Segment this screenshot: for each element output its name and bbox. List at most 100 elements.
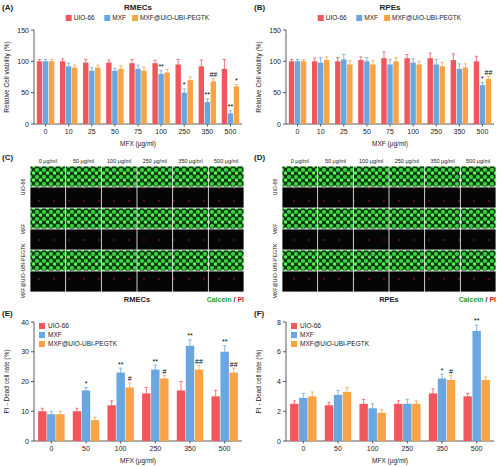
bar <box>152 63 157 124</box>
annotation: * <box>85 380 88 387</box>
legend-label: UIO-66 <box>300 322 321 329</box>
x-label: MFX (μg/ml) <box>372 457 408 465</box>
error-bar <box>142 67 145 75</box>
calcein-image <box>389 166 424 186</box>
panel-label: (D) <box>254 153 265 162</box>
bar <box>158 74 163 124</box>
error-cap <box>412 58 415 59</box>
error-bar <box>412 59 415 67</box>
legend-swatch <box>318 15 324 21</box>
annotation: * <box>235 77 238 84</box>
y-tick <box>283 322 286 323</box>
marks <box>38 340 238 441</box>
error-line <box>215 390 216 402</box>
error-cap <box>113 68 116 69</box>
error-line <box>144 67 145 75</box>
pi-image <box>425 187 460 207</box>
calcein-image <box>425 208 460 228</box>
error-bar <box>229 111 232 116</box>
legend-label: UIO-66 <box>74 14 95 21</box>
error-cap <box>73 65 76 66</box>
error-cap <box>388 59 391 60</box>
calcein-image <box>209 208 244 228</box>
bar <box>91 420 99 441</box>
annotation: ** <box>153 358 159 365</box>
pi-image <box>318 229 353 249</box>
bar <box>341 59 346 124</box>
error-cap <box>394 57 397 58</box>
error-bar <box>313 58 316 64</box>
x-tick <box>51 441 52 444</box>
error-line <box>224 346 225 358</box>
x-label: MFX (μg/ml) <box>120 457 156 465</box>
error-bar <box>302 59 305 63</box>
legend-swatch <box>291 332 297 338</box>
bar <box>199 66 204 124</box>
column-label: 350 μg/ml <box>430 158 454 164</box>
bar <box>176 64 181 124</box>
cell-type: RMECs <box>124 295 150 304</box>
error-cap <box>458 63 461 64</box>
calcein-image <box>461 166 496 186</box>
calcein-image <box>30 166 65 186</box>
pi-image <box>461 271 496 291</box>
x-label: MXF (μg/ml) <box>372 140 408 148</box>
error-line <box>230 111 231 116</box>
bar <box>73 411 81 441</box>
error-line <box>320 58 321 68</box>
bar <box>47 414 55 441</box>
error-bar <box>41 408 44 414</box>
column-label: 50 μg/ml <box>73 158 94 164</box>
error-bar <box>50 411 53 417</box>
error-line <box>184 89 185 97</box>
error-line <box>360 57 361 63</box>
pi-image <box>354 187 389 207</box>
error-cap <box>371 403 374 404</box>
legend-label: MXF <box>48 331 62 338</box>
error-bar <box>61 59 64 64</box>
error-bar <box>290 59 293 63</box>
error-bar <box>107 60 110 65</box>
column-label: 250 μg/ml <box>143 158 167 164</box>
annotation: ## <box>195 358 203 365</box>
error-line <box>347 387 348 396</box>
error-line <box>482 83 483 88</box>
error-line <box>476 56 477 66</box>
error-line <box>343 54 344 64</box>
row-label: UIO-66 <box>272 179 278 196</box>
annotation: ** <box>222 338 228 345</box>
error-line <box>476 325 477 337</box>
marks <box>37 59 239 124</box>
legend: UIO-66MXFMXF@UIO-UBI-PEGTK <box>291 322 370 347</box>
bar <box>440 66 445 124</box>
legend-swatch <box>356 15 362 21</box>
bar <box>393 61 398 124</box>
error-line <box>407 54 408 62</box>
pi-image <box>102 187 137 207</box>
annotation: * <box>481 75 484 82</box>
error-cap <box>50 411 53 412</box>
column-label: 100 μg/ml <box>107 158 131 164</box>
bar <box>472 331 480 441</box>
calcein-image <box>209 166 244 186</box>
error-line <box>45 59 46 63</box>
error-bar <box>371 404 374 413</box>
y-tick-label: 0 <box>277 121 281 128</box>
y-tick <box>283 411 286 412</box>
bar <box>188 80 193 124</box>
error-line <box>213 78 214 84</box>
legend-label: MXF <box>112 14 126 21</box>
error-line <box>485 377 486 383</box>
pi-image <box>461 229 496 249</box>
x-tick <box>224 441 225 444</box>
legend-swatch <box>384 15 390 21</box>
error-bar <box>145 387 148 399</box>
error-bar <box>394 58 397 66</box>
y-label: Relative Cell viability (%) <box>3 41 11 113</box>
error-cap <box>418 61 421 62</box>
error-line <box>131 59 132 67</box>
x-tick <box>343 124 344 127</box>
error-bar <box>154 365 157 374</box>
error-cap <box>136 65 139 66</box>
error-cap <box>466 393 469 394</box>
